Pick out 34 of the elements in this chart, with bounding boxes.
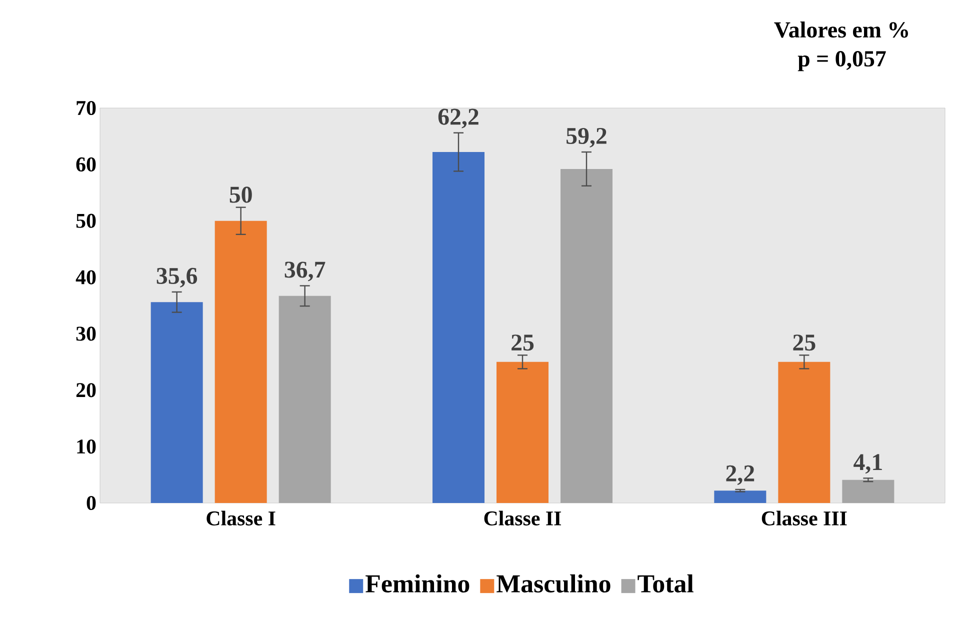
y-tick-label: 30 [76,326,96,341]
bar [560,168,613,503]
bar [150,302,203,503]
bar [842,480,894,503]
bar [714,490,766,503]
data-label: 25 [512,334,534,351]
y-tick-label: 60 [76,157,96,172]
y-tick-label: 10 [77,440,96,454]
data-label: 36,7 [284,262,326,282]
data-label: 25 [793,334,816,351]
y-tick-label: 20 [76,383,96,398]
data-label: 4,1 [854,454,882,474]
data-label: 35,6 [156,268,198,288]
y-tick-label: 50 [76,214,96,228]
bar [214,220,267,503]
text: p = 0,057 [798,51,886,72]
data-label: 62,2 [438,108,478,128]
bar [278,296,331,503]
bar [432,152,485,503]
legend-label: Masculino [496,574,610,593]
y-tick-label: 70 [76,100,96,116]
x-tick-label: Classe II [484,510,562,526]
legend-label: Feminino [366,574,470,593]
text: Valores em % [774,22,908,38]
data-label: 2,2 [726,465,754,485]
data-label: 50 [230,186,252,203]
y-tick-label: 0 [86,496,96,510]
bar [496,362,549,503]
x-tick-label: Classe I [206,510,276,526]
y-tick-label: 40 [76,270,96,284]
bar [778,362,830,503]
data-label: 59,2 [566,128,606,148]
x-tick-label: Classe III [762,510,847,526]
legend-label: Total [638,574,694,593]
